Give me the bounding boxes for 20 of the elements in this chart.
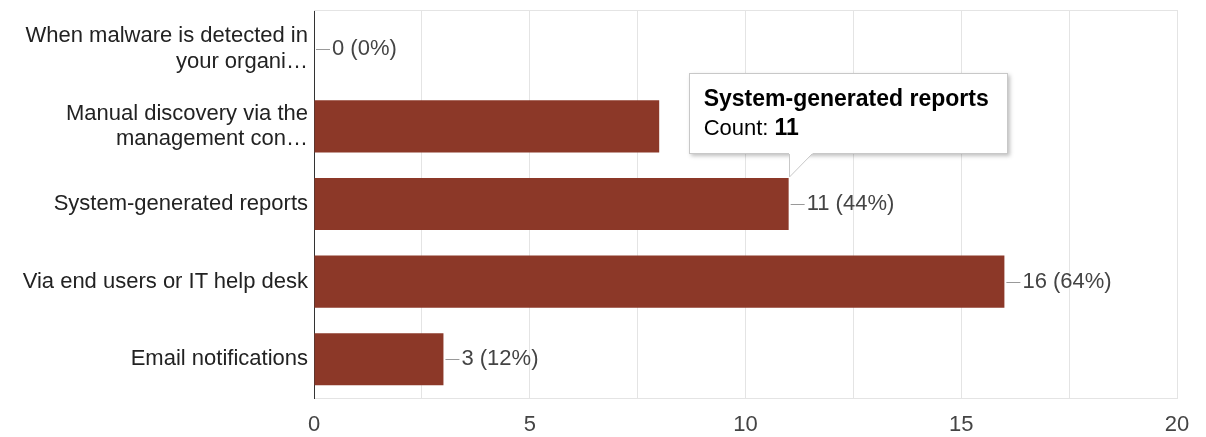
y-tick-label: Via end users or IT help desk — [22, 267, 309, 293]
bar — [314, 100, 660, 153]
x-tick-label: 5 — [523, 411, 536, 437]
x-tick-label: 0 — [307, 411, 321, 437]
tooltip: System-generated reports Count: 11 — [688, 72, 1008, 178]
data-label: 3 (12%) — [461, 345, 539, 371]
y-tick-label: Email notifications — [130, 345, 308, 371]
x-tick-label: 10 — [733, 411, 758, 437]
x-tick-label: 15 — [949, 411, 974, 437]
data-label: 0 (0%) — [332, 34, 397, 60]
y-tick-label: When malware is detected in your organi… — [25, 22, 308, 73]
data-label: 16 (64%) — [1022, 267, 1112, 293]
bar — [314, 177, 789, 231]
y-tick-label: Manual discovery via the management con… — [65, 99, 308, 151]
y-tick-label: System-generated reports — [53, 190, 308, 216]
annotation: System-generated reports Count: 11 — [703, 84, 989, 142]
x-tick-label: 20 — [1164, 411, 1190, 437]
data-label: 11 (44%) — [806, 190, 895, 216]
bar — [314, 255, 1005, 308]
bar — [314, 333, 444, 386]
